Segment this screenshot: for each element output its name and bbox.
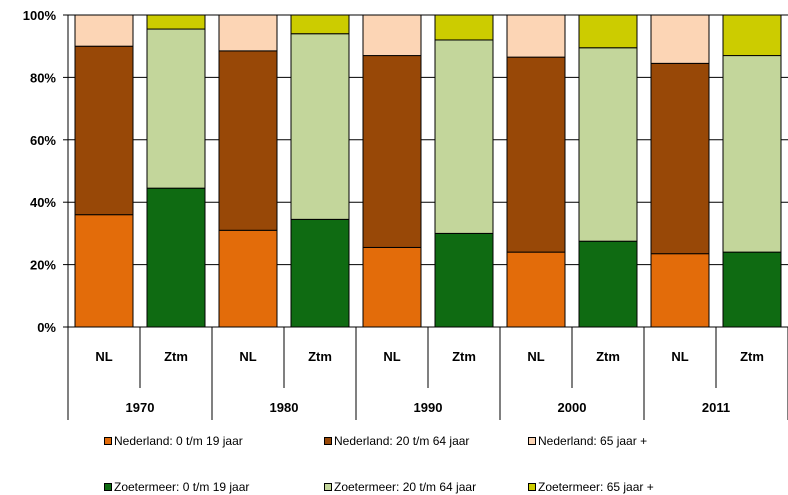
y-tick-label: 60% bbox=[30, 133, 56, 148]
bar-segment bbox=[506, 56, 566, 253]
y-tick-label: 20% bbox=[30, 258, 56, 273]
bar-segment bbox=[218, 14, 278, 52]
bar-segment bbox=[722, 251, 782, 328]
bar-segment bbox=[434, 232, 494, 328]
bar-segment bbox=[722, 14, 782, 57]
group-label: 2000 bbox=[558, 400, 587, 415]
y-tick-label: 40% bbox=[30, 195, 56, 210]
bars bbox=[74, 14, 782, 328]
category-label: NL bbox=[239, 349, 256, 364]
bar-segment bbox=[290, 33, 350, 220]
y-tick-labels: 0% 20% 40% 60% 80% 100% bbox=[23, 8, 57, 335]
group-label: 1980 bbox=[270, 400, 299, 415]
y-tick-label: 0% bbox=[37, 320, 56, 335]
bar-segment bbox=[506, 251, 566, 328]
category-label: NL bbox=[383, 349, 400, 364]
bar-segment bbox=[146, 14, 206, 30]
bar-segment bbox=[362, 246, 422, 328]
bar-segment bbox=[578, 14, 638, 49]
category-labels: NL Ztm NL Ztm NL Ztm NL Ztm NL Ztm bbox=[95, 349, 764, 364]
bar-segment bbox=[578, 240, 638, 328]
category-label: NL bbox=[95, 349, 112, 364]
axes bbox=[63, 14, 788, 420]
bar-segment bbox=[362, 14, 422, 57]
group-labels: 1970 1980 1990 2000 2011 bbox=[126, 400, 731, 415]
bar-segment bbox=[74, 45, 134, 216]
bar-segment bbox=[218, 229, 278, 328]
bar-segment bbox=[74, 214, 134, 328]
group-label: 1990 bbox=[414, 400, 443, 415]
bar-segment bbox=[290, 218, 350, 328]
bar-segment bbox=[506, 14, 566, 58]
category-label: NL bbox=[527, 349, 544, 364]
bar-segment bbox=[146, 187, 206, 328]
category-label: Ztm bbox=[164, 349, 188, 364]
bar-segment bbox=[362, 55, 422, 248]
bar-segment bbox=[650, 14, 710, 64]
bar-segment bbox=[434, 14, 494, 41]
bar-segment bbox=[74, 14, 134, 47]
group-label: 2011 bbox=[702, 400, 730, 415]
bar-segment bbox=[146, 28, 206, 189]
category-label: Ztm bbox=[740, 349, 764, 364]
bar-segment bbox=[434, 39, 494, 234]
bar-segment bbox=[650, 253, 710, 328]
category-label: Ztm bbox=[596, 349, 620, 364]
bar-segment bbox=[218, 50, 278, 231]
bar-segment bbox=[650, 62, 710, 255]
bar-segment bbox=[722, 55, 782, 253]
y-tick-label: 80% bbox=[30, 70, 56, 85]
group-label: 1970 bbox=[126, 400, 155, 415]
category-label: NL bbox=[671, 349, 688, 364]
bar-segment bbox=[290, 14, 350, 35]
y-tick-label: 100% bbox=[23, 8, 57, 23]
category-label: Ztm bbox=[452, 349, 476, 364]
category-label: Ztm bbox=[308, 349, 332, 364]
bar-segment bbox=[578, 47, 638, 242]
